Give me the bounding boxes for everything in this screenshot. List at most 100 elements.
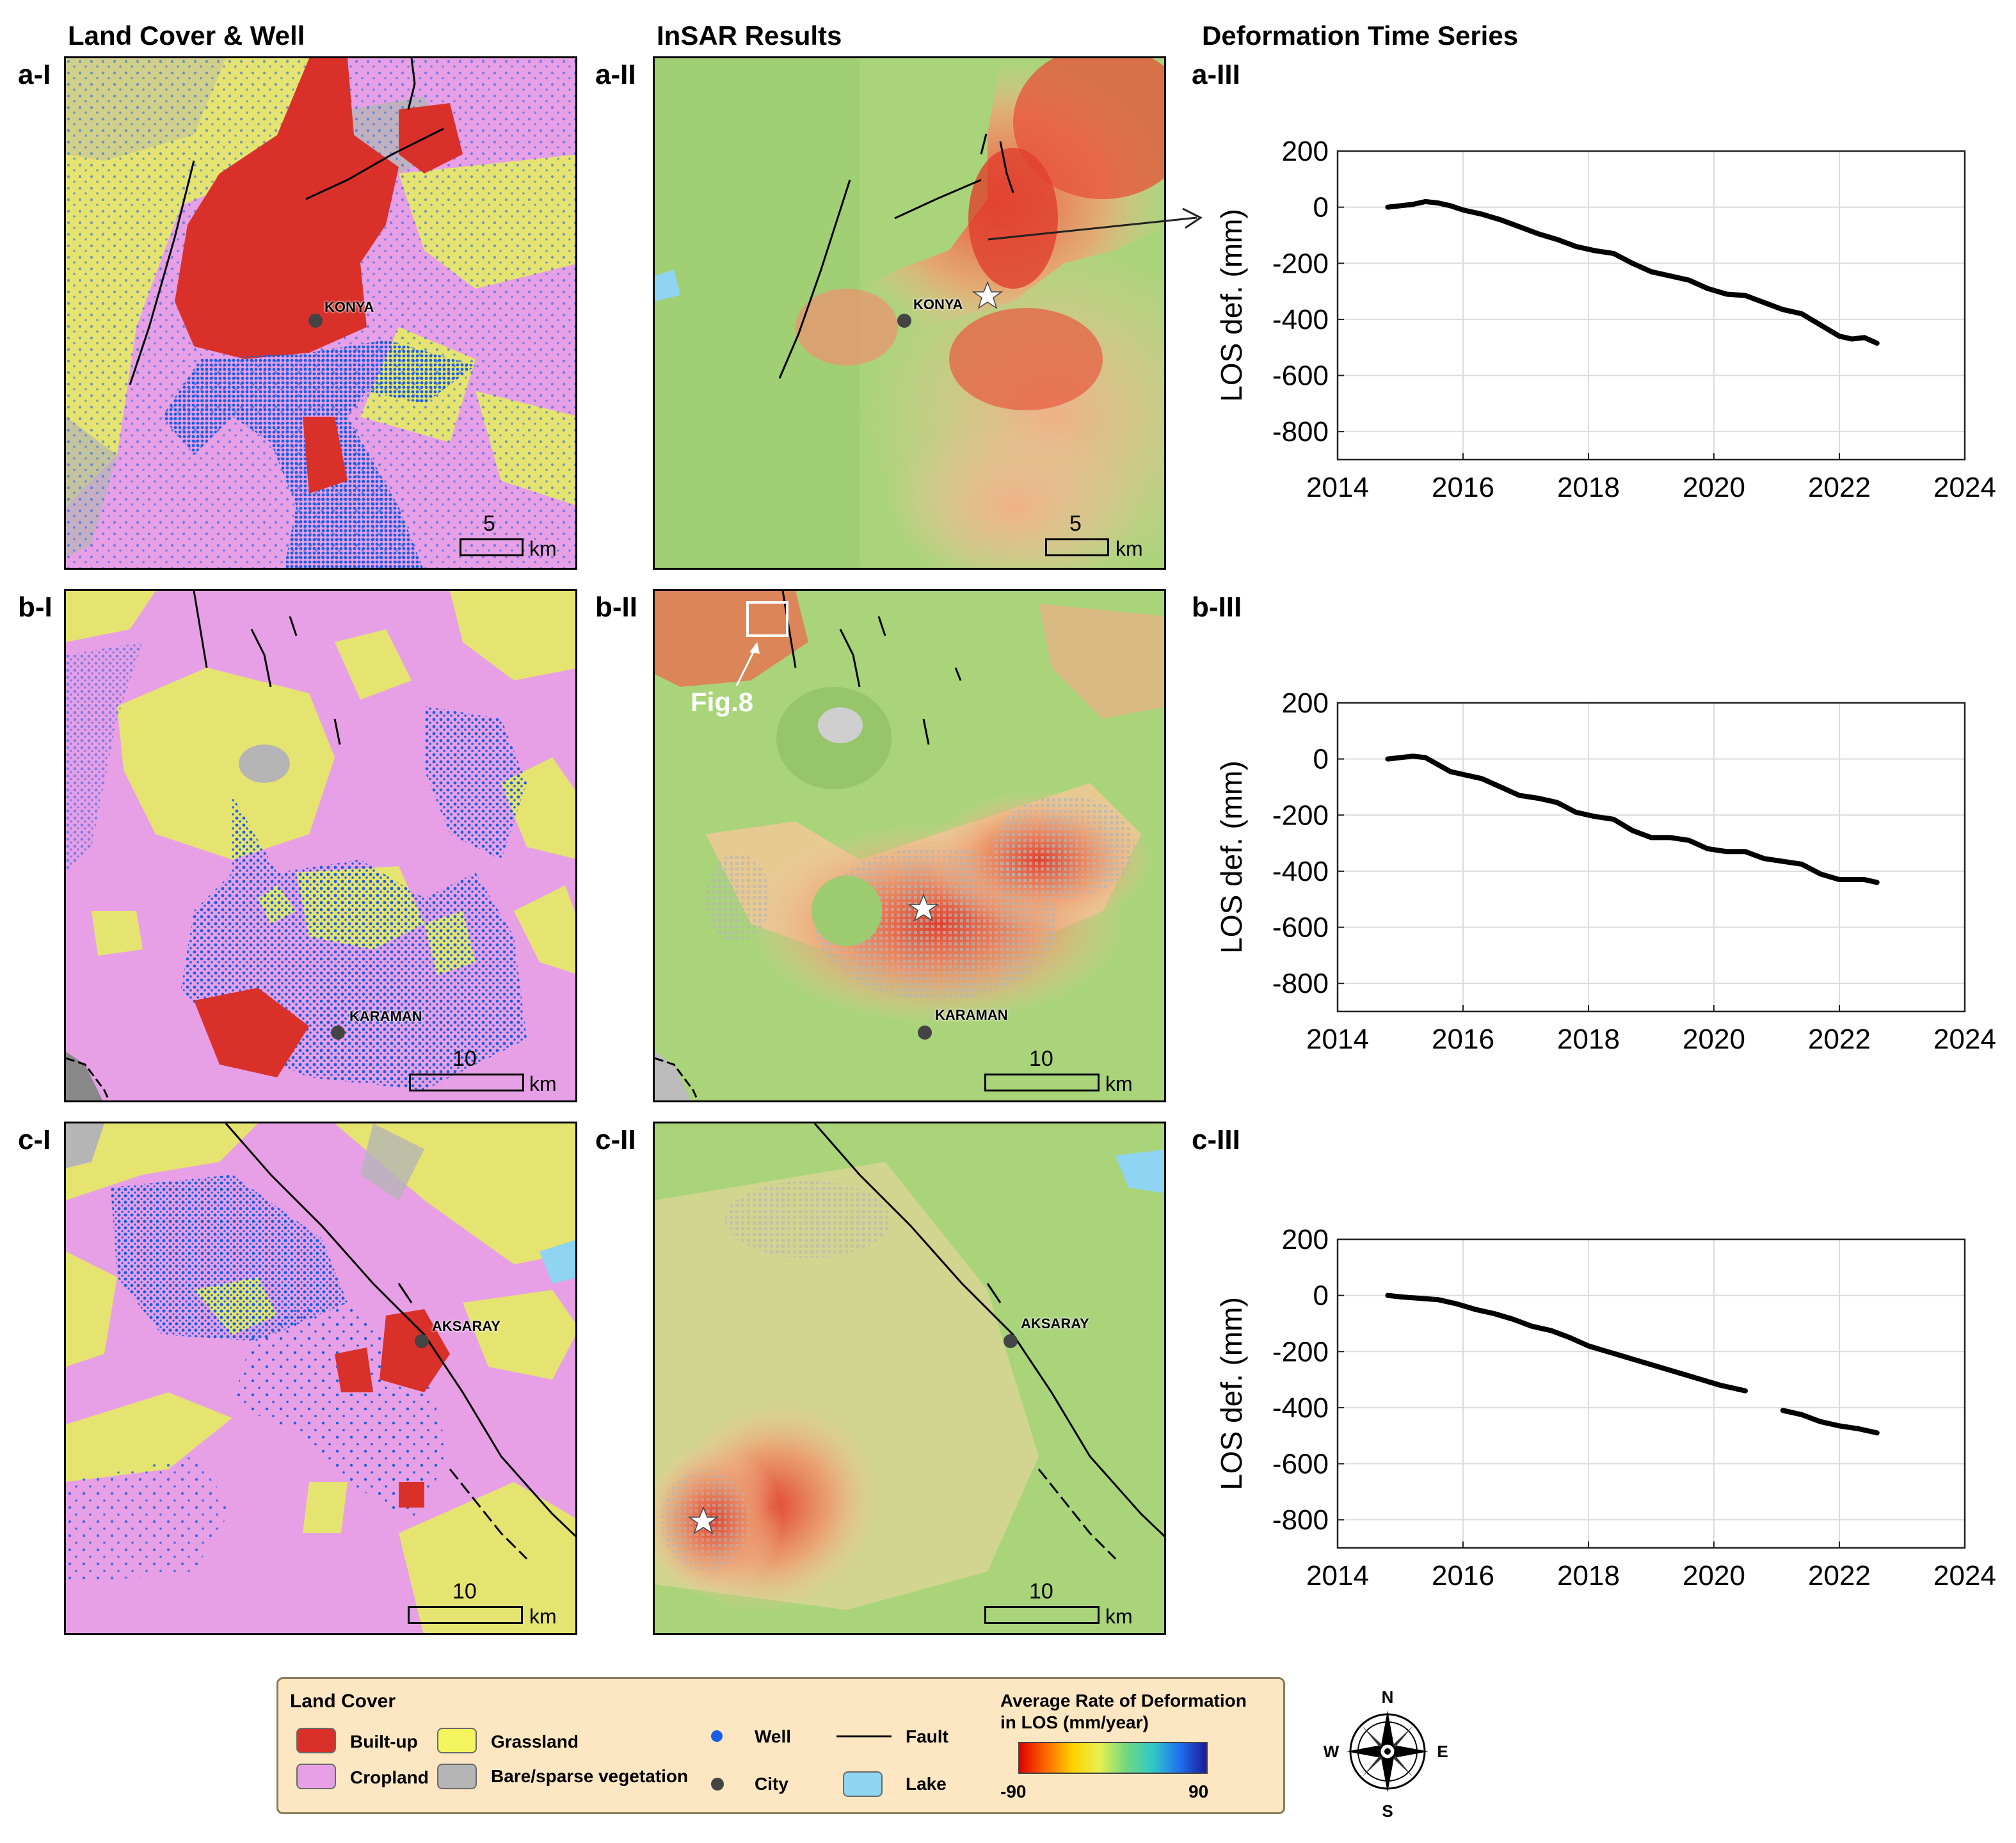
y-tick-label: -200 bbox=[1272, 248, 1329, 279]
y-tick-label: -800 bbox=[1272, 968, 1329, 999]
y-tick-label: 0 bbox=[1313, 192, 1329, 223]
x-tick-label: 2014 bbox=[1306, 472, 1369, 503]
x-tick-label: 2016 bbox=[1432, 472, 1494, 503]
scale-value: 10 bbox=[1029, 1047, 1053, 1071]
city-label-konya: KONYA bbox=[913, 296, 963, 312]
compass-w: W bbox=[1324, 1742, 1340, 1761]
legend-fault: Fault bbox=[906, 1726, 948, 1746]
y-tick-label: 0 bbox=[1313, 744, 1329, 775]
fault-icon bbox=[836, 1735, 892, 1737]
scale-bar bbox=[1045, 538, 1109, 556]
city-label-aksaray: AKSARAY bbox=[432, 1318, 500, 1334]
compass-s: S bbox=[1382, 1801, 1393, 1821]
y-axis-label: LOS def. (mm) bbox=[1215, 209, 1248, 402]
y-tick-label: 200 bbox=[1282, 1224, 1329, 1255]
x-tick-label: 2022 bbox=[1808, 1560, 1871, 1591]
plot-frame bbox=[1336, 150, 1966, 461]
panel-label-a-I: a-I bbox=[18, 59, 51, 90]
legend-lake: Lake bbox=[906, 1774, 947, 1794]
x-tick-label: 2022 bbox=[1808, 1024, 1871, 1055]
legend-built-up: Built-up bbox=[350, 1732, 418, 1751]
y-tick-label: -200 bbox=[1272, 800, 1329, 831]
x-tick-label: 2018 bbox=[1557, 1024, 1620, 1055]
y-tick-label: -800 bbox=[1272, 1504, 1329, 1536]
x-tick-label: 2024 bbox=[1933, 472, 1996, 503]
legend-title: Land Cover bbox=[290, 1691, 396, 1712]
deformation-chart-c: 2014 2016 2018 2020 2022 2024 200 0 -200 -400 -600… bbox=[1215, 1224, 1996, 1591]
bare-swatch bbox=[437, 1764, 477, 1789]
panel-label-b-III: b-III bbox=[1192, 592, 1242, 623]
scale-bar bbox=[460, 538, 524, 556]
rate-min-label: -90 bbox=[1000, 1782, 1027, 1801]
legend: Land Cover Built-up Cropland Grassland B… bbox=[276, 1677, 1285, 1814]
x-tick-label: 2020 bbox=[1683, 1024, 1745, 1055]
y-tick-label: -400 bbox=[1272, 1392, 1329, 1424]
legend-bare: Bare/sparse vegetation bbox=[491, 1766, 689, 1786]
city-label-karaman: KARAMAN bbox=[349, 1008, 422, 1024]
x-tick-label: 2022 bbox=[1808, 472, 1871, 503]
city-label-karaman: KARAMAN bbox=[935, 1007, 1008, 1023]
y-axis-label: LOS def. (mm) bbox=[1215, 1297, 1248, 1490]
panel-label-a-III: a-III bbox=[1192, 59, 1240, 90]
city-label-konya: KONYA bbox=[324, 299, 374, 315]
lake-swatch bbox=[843, 1771, 883, 1797]
rate-title-line1: Average Rate of Deformation bbox=[1000, 1691, 1247, 1710]
landcover-map-aksaray: AKSARAY 10 km bbox=[64, 1122, 577, 1635]
scale-value: 5 bbox=[1069, 511, 1082, 536]
scale-unit: km bbox=[1105, 1605, 1133, 1628]
scale-bar bbox=[984, 1606, 1100, 1624]
panel-label-b-I: b-I bbox=[18, 592, 52, 623]
landcover-map-konya: KONYA 5 km bbox=[64, 56, 577, 570]
legend-cropland: Cropland bbox=[350, 1767, 429, 1787]
series-line bbox=[1385, 753, 1880, 885]
scale-unit: km bbox=[1116, 537, 1143, 560]
x-tick-label: 2020 bbox=[1683, 1560, 1745, 1591]
y-axis-label: LOS def. (mm) bbox=[1215, 761, 1248, 954]
y-tick-label: 200 bbox=[1282, 136, 1329, 167]
y-tick-label: -400 bbox=[1272, 856, 1329, 887]
y-tick-label: -400 bbox=[1272, 304, 1329, 335]
figure-reference-annotation: Fig.8 bbox=[691, 687, 754, 717]
x-tick-label: 2016 bbox=[1432, 1560, 1494, 1591]
rate-title-line2: in LOS (mm/year) bbox=[1000, 1712, 1149, 1732]
x-tick-label: 2016 bbox=[1432, 1024, 1494, 1055]
y-tick-label: -600 bbox=[1272, 360, 1329, 392]
x-tick-label: 2020 bbox=[1683, 472, 1745, 503]
timeseries-column-title: Deformation Time Series bbox=[1202, 20, 1519, 51]
plot-area bbox=[1338, 151, 1965, 460]
legend-well: Well bbox=[755, 1726, 792, 1746]
city-label-aksaray: AKSARAY bbox=[1021, 1316, 1089, 1332]
x-tick-label: 2014 bbox=[1306, 1024, 1369, 1055]
landcover-map-karaman: KARAMAN 10 km bbox=[64, 589, 577, 1102]
city-icon bbox=[711, 1778, 724, 1791]
scale-unit: km bbox=[1105, 1072, 1133, 1095]
legend-grassland: Grassland bbox=[491, 1732, 579, 1751]
scale-value: 10 bbox=[452, 1579, 477, 1604]
y-tick-label: -800 bbox=[1272, 416, 1329, 447]
built-up-swatch bbox=[296, 1728, 336, 1753]
insar-map-aksaray: AKSARAY 10 km bbox=[653, 1122, 1166, 1635]
scale-bar bbox=[408, 1606, 523, 1624]
rate-max-label: 90 bbox=[1188, 1782, 1209, 1801]
x-tick-label: 2024 bbox=[1933, 1024, 1996, 1055]
y-tick-label: -600 bbox=[1272, 1449, 1329, 1480]
compass-e: E bbox=[1437, 1742, 1448, 1761]
y-tick-label: -200 bbox=[1272, 1336, 1329, 1367]
compass-n: N bbox=[1382, 1687, 1394, 1707]
grassland-swatch bbox=[437, 1728, 477, 1753]
panel-label-b-II: b-II bbox=[595, 592, 637, 623]
scale-value: 10 bbox=[452, 1047, 477, 1071]
panel-label-a-II: a-II bbox=[595, 59, 636, 90]
scale-bar bbox=[984, 1074, 1100, 1091]
scale-value: 5 bbox=[483, 511, 495, 536]
y-tick-label: -600 bbox=[1272, 912, 1329, 944]
panel-label-c-II: c-II bbox=[595, 1124, 636, 1155]
scale-value: 10 bbox=[1029, 1579, 1053, 1604]
well-icon bbox=[711, 1730, 723, 1742]
landcover-column-title: Land Cover & Well bbox=[68, 20, 305, 51]
legend-city: City bbox=[755, 1774, 788, 1794]
compass-rose-icon: N S E W bbox=[1324, 1687, 1448, 1821]
rate-colorbar bbox=[1018, 1742, 1208, 1774]
insar-map-karaman: Fig.8 KARAMAN 10 km bbox=[653, 589, 1166, 1102]
star-to-chart-arrow bbox=[988, 207, 1203, 241]
